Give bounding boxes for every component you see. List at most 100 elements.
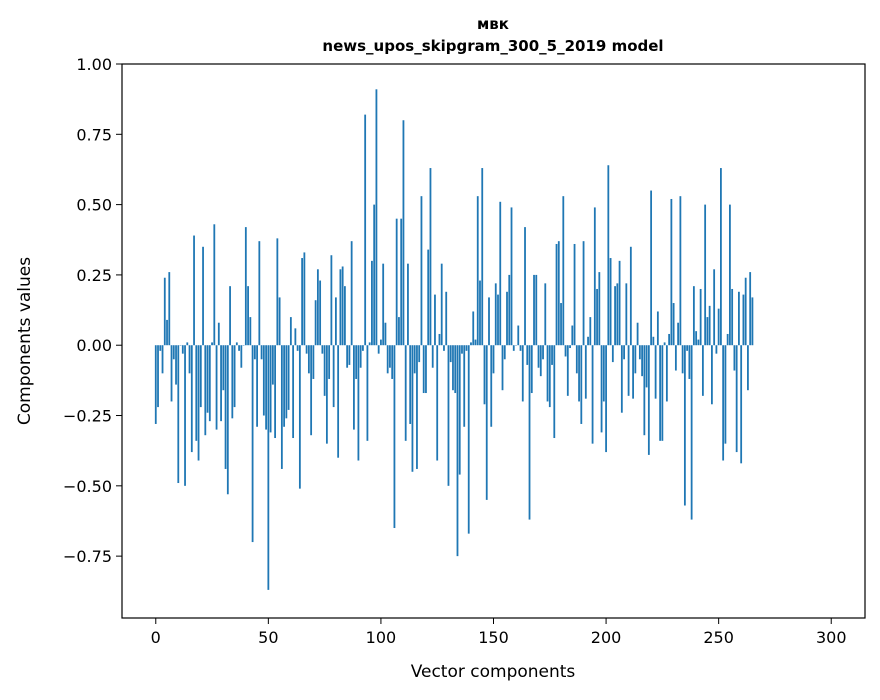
bar-component-114 [412, 345, 414, 472]
bar-component-29 [220, 345, 222, 421]
bar-component-179 [558, 241, 560, 345]
x-tick-label: 0 [151, 628, 161, 647]
bar-component-59 [288, 345, 290, 410]
bar-component-225 [661, 345, 663, 441]
x-tick-label: 50 [258, 628, 278, 647]
bar-component-262 [745, 278, 747, 345]
bar-component-90 [358, 345, 360, 460]
bar-component-141 [472, 311, 474, 345]
bar-component-116 [416, 345, 418, 469]
bar-component-56 [281, 345, 283, 469]
bar-component-60 [290, 317, 292, 345]
bar-component-57 [283, 345, 285, 427]
bar-component-136 [461, 345, 463, 353]
bar-component-26 [213, 224, 215, 345]
bar-component-82 [340, 269, 342, 345]
bar-component-31 [225, 345, 227, 469]
chart-title-line-2: news_upos_skipgram_300_5_2019 model [322, 37, 663, 55]
bar-component-14 [186, 342, 188, 345]
bar-component-213 [634, 345, 636, 373]
bar-component-224 [659, 345, 661, 441]
bar-component-63 [297, 345, 299, 351]
bar-component-167 [531, 345, 533, 393]
bar-component-28 [218, 323, 220, 346]
bar-component-211 [630, 247, 632, 345]
bar-component-76 [326, 345, 328, 443]
bar-component-242 [700, 289, 702, 345]
bar-component-111 [405, 345, 407, 441]
bar-component-49 [265, 345, 267, 429]
bar-component-166 [529, 345, 531, 519]
y-tick-label: −0.25 [63, 407, 112, 426]
bar-component-84 [344, 286, 346, 345]
bar-component-97 [373, 205, 375, 346]
bar-component-239 [693, 286, 695, 345]
bar-component-18 [195, 345, 197, 441]
bar-component-47 [261, 345, 263, 359]
bar-component-94 [367, 345, 369, 441]
bar-component-38 [240, 345, 242, 368]
bar-component-222 [655, 345, 657, 398]
bar-component-55 [279, 297, 281, 345]
bar-component-212 [632, 345, 634, 398]
bar-component-159 [513, 345, 515, 351]
bar-component-228 [668, 334, 670, 345]
bar-component-199 [603, 345, 605, 401]
bar-component-7 [171, 345, 173, 401]
bars-group [155, 89, 753, 590]
bar-component-58 [285, 345, 287, 418]
bar-component-238 [691, 345, 693, 519]
x-tick-label: 200 [591, 628, 622, 647]
bar-component-132 [452, 345, 454, 390]
bar-component-117 [418, 345, 420, 362]
bar-component-75 [324, 345, 326, 396]
bar-component-163 [522, 345, 524, 401]
bar-component-74 [321, 345, 323, 353]
bar-component-130 [448, 345, 450, 486]
bar-component-110 [403, 120, 405, 345]
bar-component-181 [562, 196, 564, 345]
x-tick-label: 300 [816, 628, 847, 647]
bar-component-220 [650, 191, 652, 346]
bar-component-180 [560, 303, 562, 345]
bar-component-201 [607, 165, 609, 345]
x-tick-label: 150 [478, 628, 509, 647]
bar-component-218 [646, 345, 648, 387]
bar-component-214 [637, 323, 639, 346]
bar-component-23 [207, 345, 209, 412]
x-axis-label: Vector components [411, 662, 576, 682]
bar-component-121 [427, 250, 429, 346]
bar-component-81 [337, 345, 339, 457]
bar-component-65 [301, 258, 303, 345]
bar-component-190 [583, 241, 585, 345]
bar-component-100 [380, 340, 382, 346]
bar-component-206 [619, 261, 621, 345]
bar-component-109 [400, 219, 402, 346]
bar-component-48 [263, 345, 265, 415]
bar-component-2 [159, 345, 161, 351]
bar-component-184 [569, 345, 571, 348]
bar-component-192 [587, 337, 589, 345]
bar-component-172 [542, 345, 544, 359]
bar-component-139 [468, 345, 470, 533]
bar-component-145 [481, 168, 483, 345]
bar-component-157 [508, 275, 510, 345]
bar-component-197 [598, 272, 600, 345]
bar-component-259 [738, 292, 740, 345]
bar-component-91 [360, 345, 362, 368]
bar-component-231 [675, 345, 677, 370]
bar-component-154 [502, 345, 504, 390]
bar-component-127 [441, 264, 443, 346]
bar-component-8 [173, 345, 175, 359]
bar-component-42 [249, 317, 251, 345]
bar-component-53 [274, 345, 276, 438]
bar-component-46 [258, 241, 260, 345]
bar-component-134 [457, 345, 459, 556]
bar-component-168 [533, 275, 535, 345]
bar-component-124 [434, 295, 436, 346]
bar-component-51 [270, 345, 272, 432]
bar-component-203 [612, 345, 614, 362]
y-axis-ticks: 1.000.750.500.250.00−0.25−0.50−0.75 [63, 55, 122, 566]
bar-component-189 [580, 345, 582, 424]
